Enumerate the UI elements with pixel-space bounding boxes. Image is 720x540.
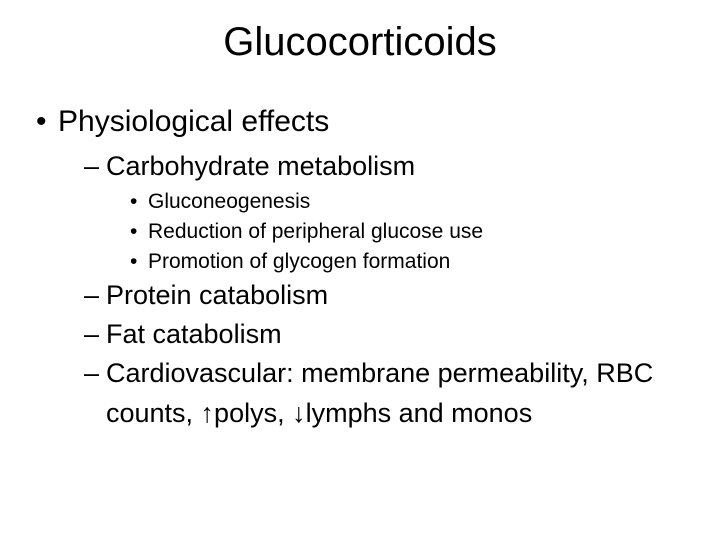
bullet-promotion-glycogen: Promotion of glycogen formation bbox=[130, 250, 720, 274]
bullet-carbohydrate-metabolism: Carbohydrate metabolism bbox=[84, 151, 720, 182]
bullet-protein-catabolism: Protein catabolism bbox=[84, 280, 720, 311]
bullet-reduction-peripheral-glucose: Reduction of peripheral glucose use bbox=[130, 220, 720, 244]
bullet-physiological-effects: Physiological effects bbox=[36, 105, 720, 139]
bullet-cardiovascular-cont: counts, ↑polys, ↓lymphs and monos bbox=[106, 397, 720, 431]
bullet-fat-catabolism: Fat catabolism bbox=[84, 319, 720, 350]
bullet-gluconeogenesis: Gluconeogenesis bbox=[130, 190, 720, 214]
bullet-cardiovascular: Cardiovascular: membrane permeability, R… bbox=[84, 358, 720, 389]
slide-title: Glucocorticoids bbox=[0, 20, 720, 65]
